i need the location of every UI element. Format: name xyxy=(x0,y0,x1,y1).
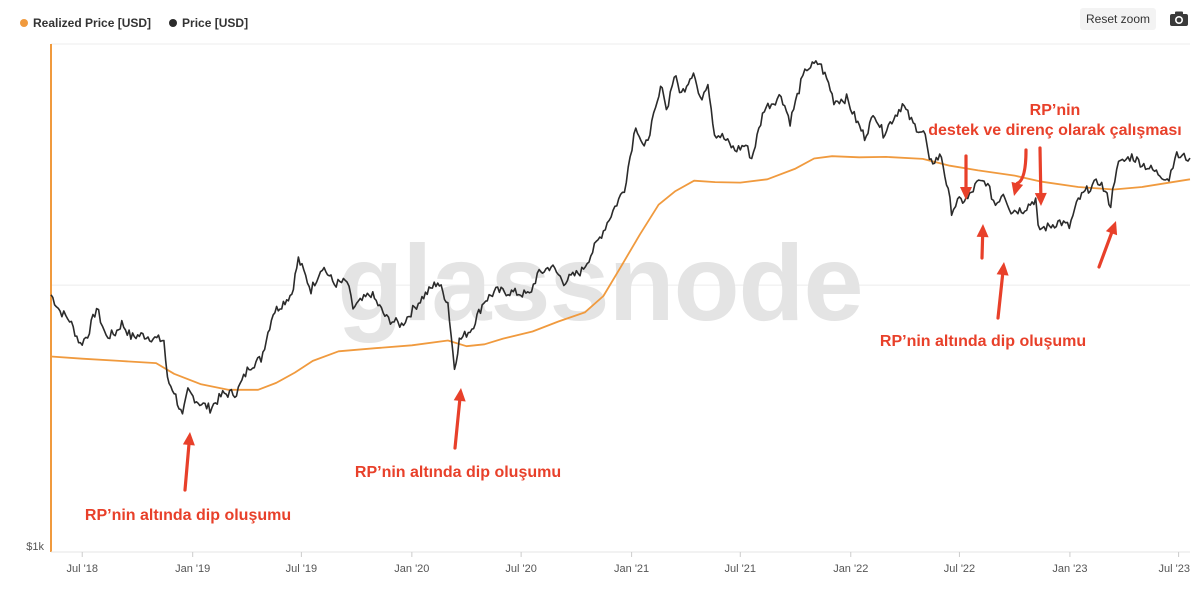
camera-icon xyxy=(1170,11,1188,26)
legend-dot-price xyxy=(169,19,178,27)
annotation-arrows xyxy=(182,146,1118,492)
legend-label-price: Price [USD] xyxy=(182,16,249,30)
x-tick-label-3: Jan '20 xyxy=(394,563,429,575)
reset-zoom-button[interactable]: Reset zoom xyxy=(1080,8,1156,30)
x-tick-label-1: Jan '19 xyxy=(175,563,210,575)
annotation-0-line-0: RP’nin altında dip oluşumu xyxy=(85,507,291,524)
watermark-logo: glassnode xyxy=(337,222,862,343)
x-tick-label-7: Jan '22 xyxy=(833,563,868,575)
series-lines xyxy=(50,60,1191,415)
x-tick-label-2: Jul '19 xyxy=(286,563,317,575)
arrow-down-1 xyxy=(960,154,972,200)
legend-item-realized-price[interactable]: Realized Price [USD] xyxy=(20,16,151,30)
annotations: RP’nin altında dip oluşumu RP’nin altında… xyxy=(85,102,1182,524)
arrow-up-2022-bounce xyxy=(976,224,989,260)
y-tick-label-0: $1k xyxy=(26,541,44,553)
realized-price-line xyxy=(50,155,1191,391)
x-tick-label-0: Jul '18 xyxy=(66,563,97,575)
legend-item-price[interactable]: Price [USD] xyxy=(169,16,248,30)
arrow-up-2023 xyxy=(1097,221,1118,269)
legend-label-realized-price: Realized Price [USD] xyxy=(33,16,152,30)
export-button[interactable] xyxy=(1168,9,1190,29)
price-line xyxy=(50,60,1191,415)
x-tick-label-4: Jul '20 xyxy=(505,563,536,575)
legend: Realized Price [USD] Price [USD] xyxy=(20,14,248,32)
arrow-up-2022-low xyxy=(996,262,1009,320)
arrow-down-3 xyxy=(1034,146,1047,206)
arrow-down-2 xyxy=(1011,148,1028,196)
arrow-up-2018 xyxy=(182,432,195,492)
x-tick-label-9: Jan '23 xyxy=(1052,563,1087,575)
annotation-3-line-0: RP’nin xyxy=(1030,102,1081,119)
x-tick-label-10: Jul '23 xyxy=(1159,563,1190,575)
arrow-up-2020 xyxy=(453,388,466,450)
annotation-3-line-1: destek ve direnç olarak çalışması xyxy=(928,122,1181,139)
x-tick-label-6: Jul '21 xyxy=(725,563,756,575)
x-tick-label-5: Jan '21 xyxy=(614,563,649,575)
legend-dot-realized-price xyxy=(20,19,28,27)
annotation-1-line-0: RP’nin altında dip oluşumu xyxy=(355,464,561,481)
y-axis-ticks: $1k xyxy=(26,541,44,553)
x-tick-label-8: Jul '22 xyxy=(944,563,975,575)
x-axis-ticks: Jul '18 Jan '19 Jul '19 Jan '20 Jul '20 Jan '… xyxy=(66,552,1190,575)
annotation-2-line-0: RP’nin altında dip oluşumu xyxy=(880,333,1086,350)
